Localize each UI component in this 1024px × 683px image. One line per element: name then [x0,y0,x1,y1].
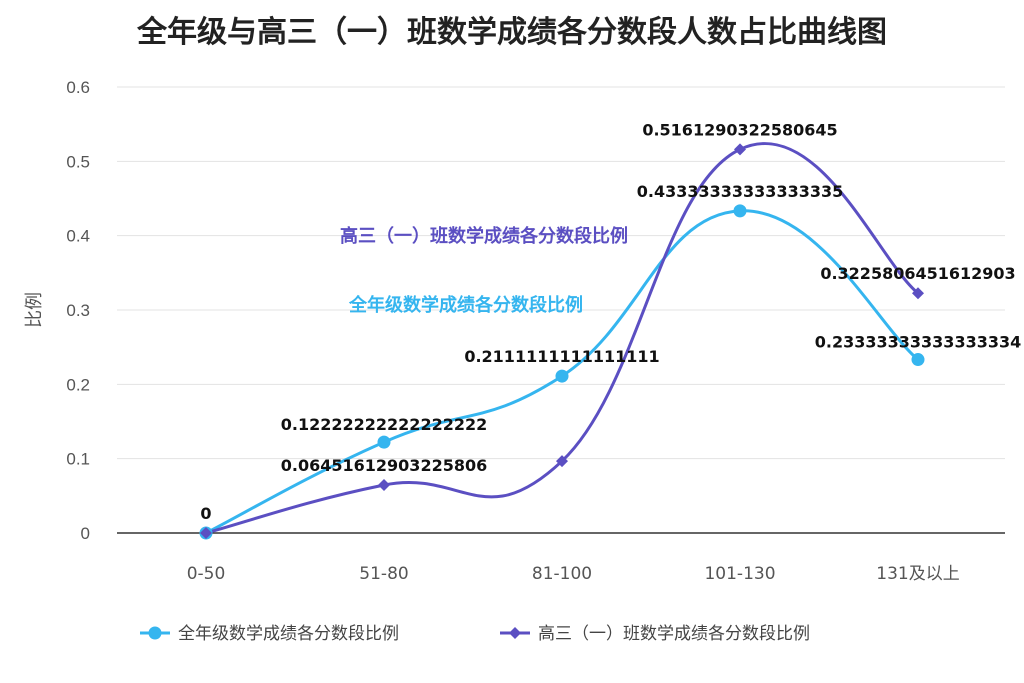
data-point-class [734,143,746,156]
x-tick-label: 131及以上 [876,564,959,584]
data-label: 0.3225806451612903 [820,264,1015,283]
data-label: 0.23333333333333334 [815,333,1021,352]
data-point-class [200,527,212,539]
y-tick-label: 0.2 [66,375,90,394]
data-point-class [556,455,568,468]
data-label: 0.2111111111111111 [464,347,659,366]
y-tick-label: 0.6 [66,78,90,97]
y-tick-label: 0.5 [66,152,90,171]
data-label: 0.5161290322580645 [642,120,837,139]
y-tick-label: 0.1 [66,450,90,469]
annotation-class-series: 高三（一）班数学成绩各分数段比例 [340,225,628,247]
data-point-grade [911,353,925,367]
legend-item-grade-label: 全年级数学成绩各分数段比例 [178,624,399,644]
legend-item-class-marker [509,627,521,639]
series-line-class [205,142,919,535]
annotation-grade-series: 全年级数学成绩各分数段比例 [348,294,583,316]
legend-item-class-label: 高三（一）班数学成绩各分数段比例 [538,624,810,644]
y-tick-label: 0 [81,524,90,543]
data-label: 0.06451612903225806 [281,456,487,475]
series-line-grade [205,209,919,535]
x-tick-label: 0-50 [187,564,226,584]
data-point-grade [377,435,391,449]
chart-title: 全年级与高三（一）班数学成绩各分数段人数占比曲线图 [136,15,887,50]
legend-item-grade-marker [148,626,162,640]
data-point-grade [555,369,569,383]
data-label: 0 [200,504,211,523]
y-axis-label: 比例 [24,292,45,328]
data-label: 0.43333333333333335 [637,182,843,201]
x-tick-label: 101-130 [704,564,775,584]
data-point-class [378,479,390,492]
x-tick-label: 81-100 [532,564,592,584]
data-point-class [912,287,924,300]
x-tick-label: 51-80 [359,564,408,584]
data-point-grade [733,204,747,218]
data-label: 0.12222222222222222 [281,415,487,434]
y-tick-label: 0.3 [66,301,90,320]
y-tick-label: 0.4 [66,227,90,246]
